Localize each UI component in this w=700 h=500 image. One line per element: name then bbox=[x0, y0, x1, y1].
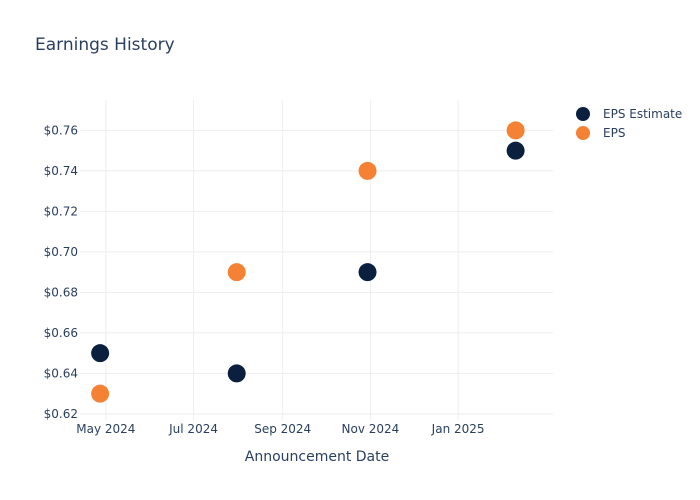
x-gridlines bbox=[105, 100, 459, 420]
y-tick-label: $0.68 bbox=[44, 285, 78, 299]
y-tick-label: $0.72 bbox=[44, 204, 78, 218]
y-tick-label: $0.70 bbox=[44, 245, 78, 259]
y-tick-label: $0.66 bbox=[44, 326, 78, 340]
y-tick-label: $0.76 bbox=[44, 123, 78, 137]
y-axis-ticks: $0.62 $0.64 $0.66 $0.68 $0.70 $0.72 $0.74 $0.76 bbox=[44, 123, 78, 421]
eps-point[interactable] bbox=[358, 161, 377, 180]
eps-point[interactable] bbox=[91, 384, 110, 403]
y-tick-label: $0.64 bbox=[44, 366, 78, 380]
legend-marker-eps[interactable] bbox=[576, 126, 590, 140]
chart-title: Earnings History bbox=[35, 35, 175, 55]
eps-point[interactable] bbox=[506, 121, 525, 140]
eps-estimate-point[interactable] bbox=[358, 263, 377, 282]
legend-marker-eps-estimate[interactable] bbox=[576, 107, 590, 121]
eps-estimate-point[interactable] bbox=[506, 141, 525, 160]
x-axis-ticks: May 2024 Jul 2024 Sep 2024 Nov 2024 Jan 2025 bbox=[76, 422, 484, 436]
data-points bbox=[91, 121, 525, 403]
x-tick-label: Jul 2024 bbox=[168, 422, 218, 436]
y-tick-label: $0.62 bbox=[44, 407, 78, 421]
x-tick-label: Jan 2025 bbox=[431, 422, 485, 436]
legend-label-eps-estimate[interactable]: EPS Estimate bbox=[603, 107, 682, 121]
legend-label-eps[interactable]: EPS bbox=[603, 126, 625, 140]
y-tick-label: $0.74 bbox=[44, 164, 78, 178]
x-tick-label: Sep 2024 bbox=[254, 422, 311, 436]
x-tick-label: Nov 2024 bbox=[342, 422, 400, 436]
eps-estimate-point[interactable] bbox=[91, 344, 110, 363]
eps-point[interactable] bbox=[227, 263, 246, 282]
x-tick-label: May 2024 bbox=[76, 422, 135, 436]
legend[interactable]: EPS Estimate EPS bbox=[576, 107, 682, 140]
x-axis-label: Announcement Date bbox=[245, 449, 389, 465]
eps-estimate-point[interactable] bbox=[227, 364, 246, 383]
y-gridlines bbox=[80, 129, 553, 415]
